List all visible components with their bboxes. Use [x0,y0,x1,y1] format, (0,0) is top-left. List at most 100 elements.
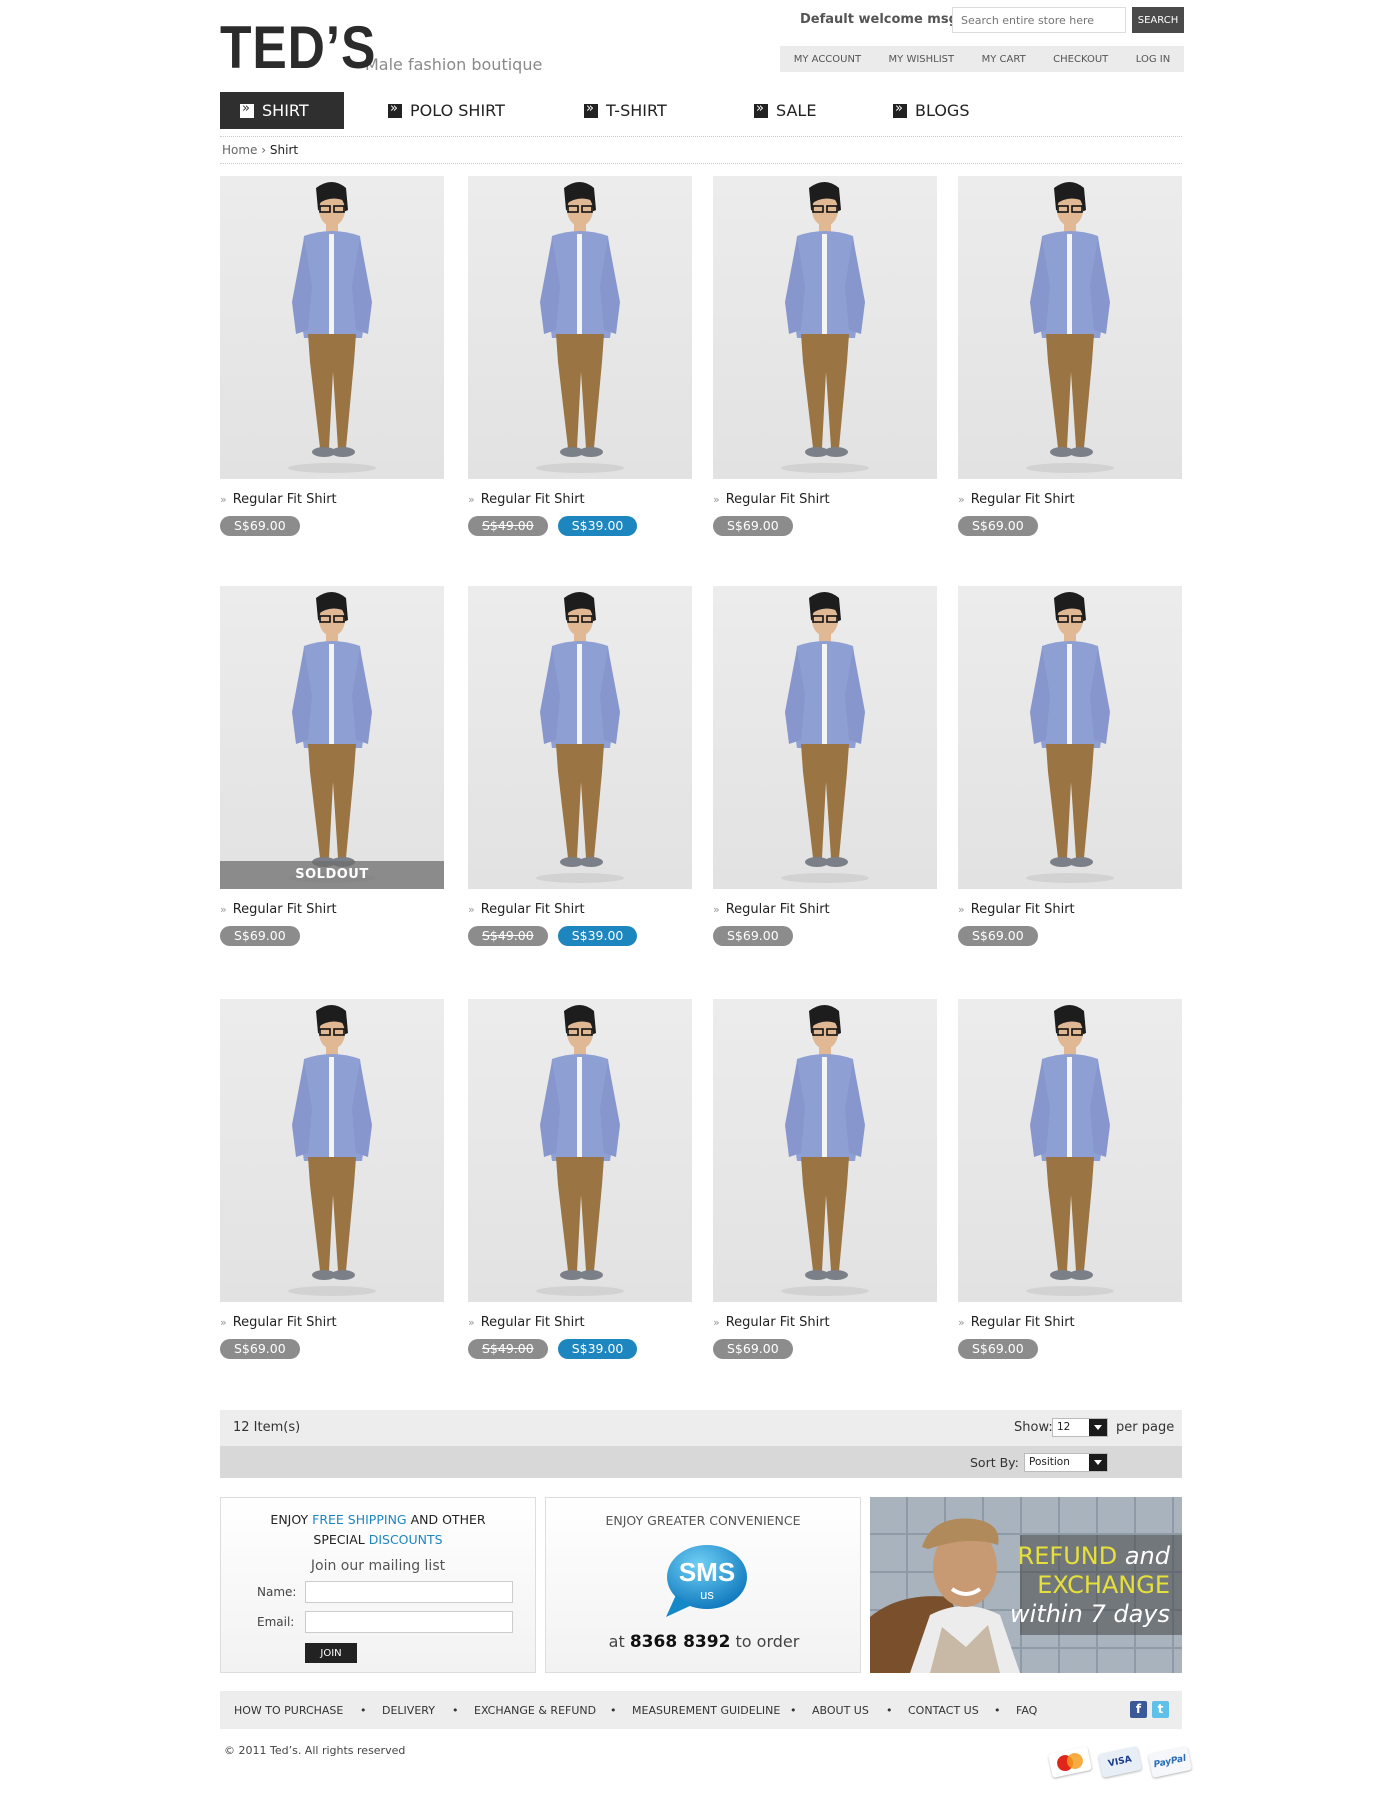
nav-sale[interactable]: SALE [754,92,816,129]
footer-link-how-to-purchase[interactable]: HOW TO PURCHASE [234,1704,344,1717]
product-photo[interactable] [220,176,444,479]
product-name: Regular Fit Shirt [480,1314,585,1330]
sort-select[interactable]: Position [1024,1453,1108,1472]
product-name-row[interactable]: » Regular Fit Shirt [958,901,1182,917]
price: S$69.00 [713,926,793,946]
product-photo[interactable] [468,999,692,1302]
product-name: Regular Fit Shirt [232,901,337,917]
my-cart-link[interactable]: MY CART [981,53,1026,65]
price-row: S$69.00 [220,926,444,946]
product-photo[interactable]: SOLDOUT [220,586,444,889]
show-select[interactable]: 12 [1052,1418,1108,1437]
footer-link-measurement[interactable]: MEASUREMENT GUIDELINE [632,1704,781,1717]
product-card[interactable]: » Regular Fit Shirt S$69.00 [713,999,937,1359]
product-card[interactable]: » Regular Fit Shirt S$69.00 [958,586,1182,946]
sms-box: ENJOY GREATER CONVENIENCE SMS us at 8368… [545,1497,861,1673]
product-name-row[interactable]: » Regular Fit Shirt [713,491,937,507]
product-name-row[interactable]: » Regular Fit Shirt [468,901,692,917]
chevron-right-icon: » [713,492,720,506]
product-name: Regular Fit Shirt [725,901,830,917]
product-photo[interactable] [958,176,1182,479]
product-name-row[interactable]: » Regular Fit Shirt [220,491,444,507]
show-label: Show: [1014,1420,1053,1435]
nav-blogs[interactable]: BLOGS [893,92,969,129]
product-card[interactable]: » Regular Fit Shirt S$69.00 [220,999,444,1359]
sort-toolbar: Sort By: Position [220,1446,1182,1478]
chevron-right-icon: » [468,902,475,916]
twitter-icon[interactable]: t [1152,1701,1169,1718]
login-link[interactable]: LOG IN [1135,53,1171,65]
product-name-row[interactable]: » Regular Fit Shirt [958,1314,1182,1330]
footer-link-contact[interactable]: CONTACT US [908,1704,979,1717]
refund-banner[interactable]: REFUND and EXCHANGE within 7 days [870,1497,1182,1673]
join-button[interactable]: JOIN [305,1643,357,1663]
my-wishlist-link[interactable]: MY WISHLIST [888,53,955,65]
name-field[interactable] [305,1581,513,1603]
paypal-icon: PayPal [1147,1746,1193,1778]
product-name-row[interactable]: » Regular Fit Shirt [220,901,444,917]
my-account-link[interactable]: MY ACCOUNT [793,53,862,65]
product-card[interactable]: » Regular Fit Shirt S$69.00 [220,176,444,536]
price-row: S$69.00 [713,516,937,536]
product-image [1026,1005,1114,1296]
product-name: Regular Fit Shirt [970,491,1075,507]
product-card[interactable]: » Regular Fit Shirt S$49.00 S$39.00 [468,176,692,536]
breadcrumb: Home › Shirt [220,136,1182,164]
product-photo[interactable] [713,586,937,889]
chevron-right-icon: » [220,902,227,916]
svg-text:us: us [700,1587,714,1602]
footer-link-exchange-refund[interactable]: EXCHANGE & REFUND [474,1704,597,1717]
chevron-right-icon [584,101,598,118]
price-row: S$69.00 [958,926,1182,946]
product-name-row[interactable]: » Regular Fit Shirt [468,491,692,507]
product-name-row[interactable]: » Regular Fit Shirt [713,901,937,917]
product-card[interactable]: SOLDOUT » Regular Fit Shirt S$69.00 [220,586,444,946]
per-page-label: per page [1116,1420,1175,1435]
refund-banner-photo [870,1497,1182,1673]
product-name: Regular Fit Shirt [480,491,585,507]
product-photo[interactable] [468,586,692,889]
product-photo[interactable] [958,586,1182,889]
breadcrumb-home[interactable]: Home [222,143,258,157]
newsletter-box: ENJOY FREE SHIPPING AND OTHER SPECIAL DI… [220,1497,536,1673]
product-name-row[interactable]: » Regular Fit Shirt [958,491,1182,507]
product-card[interactable]: » Regular Fit Shirt S$69.00 [958,176,1182,536]
product-photo[interactable] [220,999,444,1302]
product-photo[interactable] [468,176,692,479]
page: TED’S Male fashion boutique Default welc… [220,0,1193,1800]
logo[interactable]: TED’S Male fashion boutique [220,18,542,78]
price: S$69.00 [220,516,300,536]
product-name-row[interactable]: » Regular Fit Shirt [468,1314,692,1330]
nav-polo-shirt[interactable]: POLO SHIRT [388,92,505,129]
nav-t-shirt[interactable]: T-SHIRT [584,92,667,129]
product-name: Regular Fit Shirt [480,901,585,917]
product-card[interactable]: » Regular Fit Shirt S$49.00 S$39.00 [468,586,692,946]
product-photo[interactable] [713,999,937,1302]
checkout-link[interactable]: CHECKOUT [1053,53,1109,65]
product-card[interactable]: » Regular Fit Shirt S$69.00 [713,176,937,536]
sort-value: Position [1029,1456,1070,1468]
product-photo[interactable] [713,176,937,479]
product-name-row[interactable]: » Regular Fit Shirt [220,1314,444,1330]
price-row: S$49.00 S$39.00 [468,1339,692,1359]
email-field[interactable] [305,1611,513,1633]
product-photo[interactable] [958,999,1182,1302]
footer-link-delivery[interactable]: DELIVERY [382,1704,435,1717]
search-button[interactable]: SEARCH [1132,7,1184,33]
nav-label: BLOGS [915,101,970,120]
item-count: 12 Item(s) [233,1420,301,1435]
footer-link-faq[interactable]: FAQ [1016,1704,1038,1717]
product-card[interactable]: » Regular Fit Shirt S$49.00 S$39.00 [468,999,692,1359]
chevron-right-icon: » [220,1315,227,1329]
product-name-row[interactable]: » Regular Fit Shirt [713,1314,937,1330]
product-card[interactable]: » Regular Fit Shirt S$69.00 [713,586,937,946]
chevron-down-icon [1089,1454,1107,1471]
facebook-icon[interactable]: f [1130,1701,1147,1718]
product-card[interactable]: » Regular Fit Shirt S$69.00 [958,999,1182,1359]
footer-link-about[interactable]: ABOUT US [812,1704,869,1717]
price: S$69.00 [958,516,1038,536]
name-label: Name: [257,1585,297,1599]
nav-shirt[interactable]: SHIRT [220,92,344,129]
search-input[interactable] [952,7,1126,33]
nav-label: T-SHIRT [606,101,667,120]
